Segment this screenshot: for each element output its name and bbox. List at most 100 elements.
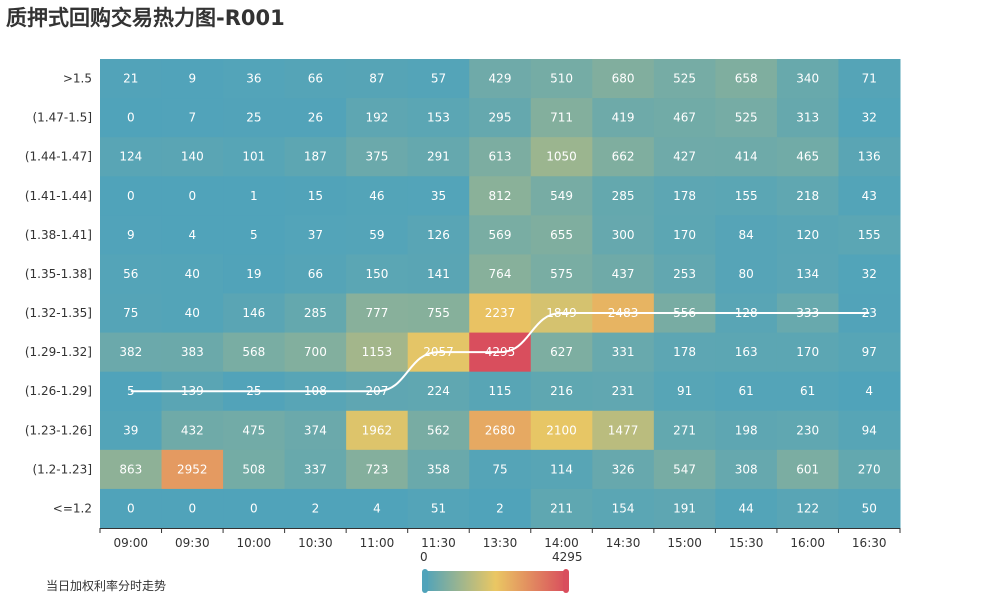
heatmap-cell[interactable] bbox=[284, 449, 347, 490]
heatmap-cell[interactable] bbox=[530, 332, 593, 373]
heatmap-cell[interactable] bbox=[592, 215, 655, 255]
heatmap-cell[interactable] bbox=[100, 449, 163, 490]
heatmap-cell[interactable] bbox=[838, 176, 901, 216]
heatmap-cell[interactable] bbox=[284, 215, 347, 255]
heatmap-cell[interactable] bbox=[161, 293, 224, 334]
heatmap-cell[interactable] bbox=[653, 488, 716, 529]
heatmap-cell[interactable] bbox=[776, 371, 839, 412]
heatmap-cell[interactable] bbox=[161, 215, 224, 255]
heatmap-cell[interactable] bbox=[407, 98, 470, 138]
heatmap-cell[interactable] bbox=[653, 371, 716, 412]
heatmap-cell[interactable] bbox=[715, 215, 778, 255]
heatmap-cell[interactable] bbox=[530, 98, 593, 138]
heatmap-cell[interactable] bbox=[715, 137, 778, 177]
heatmap-cell[interactable] bbox=[530, 215, 593, 255]
heatmap-cell[interactable] bbox=[346, 488, 409, 529]
heatmap-cell[interactable] bbox=[469, 254, 532, 294]
heatmap-cell[interactable] bbox=[715, 59, 778, 99]
heatmap-cell[interactable] bbox=[100, 137, 163, 177]
heatmap-cell[interactable] bbox=[469, 371, 532, 412]
heatmap-cell[interactable] bbox=[407, 59, 470, 99]
heatmap-cell[interactable] bbox=[653, 332, 716, 373]
heatmap-cell[interactable] bbox=[100, 215, 163, 255]
visual-map-gradient-bar[interactable] bbox=[425, 571, 566, 591]
heatmap-cell[interactable] bbox=[346, 254, 409, 294]
heatmap-cell[interactable] bbox=[284, 98, 347, 138]
heatmap-cell[interactable] bbox=[653, 176, 716, 216]
heatmap-cell[interactable] bbox=[223, 488, 286, 529]
heatmap-cell[interactable] bbox=[346, 59, 409, 99]
heatmap-cell[interactable] bbox=[161, 332, 224, 373]
heatmap-cell[interactable] bbox=[407, 488, 470, 529]
heatmap-cell[interactable] bbox=[592, 371, 655, 412]
heatmap-cell[interactable] bbox=[223, 59, 286, 99]
heatmap-cell[interactable] bbox=[838, 254, 901, 294]
heatmap-cell[interactable] bbox=[223, 98, 286, 138]
heatmap-cell[interactable] bbox=[653, 137, 716, 177]
heatmap-cell[interactable] bbox=[346, 98, 409, 138]
heatmap-cell[interactable] bbox=[223, 176, 286, 216]
heatmap-cell[interactable] bbox=[469, 410, 532, 451]
heatmap-cell[interactable] bbox=[100, 293, 163, 334]
heatmap-cell[interactable] bbox=[653, 449, 716, 490]
heatmap-cell[interactable] bbox=[776, 254, 839, 294]
heatmap-cell[interactable] bbox=[530, 449, 593, 490]
heatmap-cell[interactable] bbox=[838, 59, 901, 99]
heatmap-cell[interactable] bbox=[715, 410, 778, 451]
heatmap-cell[interactable] bbox=[592, 176, 655, 216]
heatmap-cell[interactable] bbox=[592, 488, 655, 529]
heatmap-cell[interactable] bbox=[346, 293, 409, 334]
heatmap-cell[interactable] bbox=[407, 176, 470, 216]
heatmap-cell[interactable] bbox=[715, 449, 778, 490]
heatmap-cell[interactable] bbox=[592, 332, 655, 373]
heatmap-cell[interactable] bbox=[653, 59, 716, 99]
heatmap-cell[interactable] bbox=[407, 215, 470, 255]
heatmap-cell[interactable] bbox=[715, 98, 778, 138]
heatmap-cell[interactable] bbox=[469, 137, 532, 177]
visual-map-max-handle[interactable] bbox=[563, 569, 569, 593]
heatmap-cell[interactable] bbox=[838, 215, 901, 255]
heatmap-cell[interactable] bbox=[776, 332, 839, 373]
heatmap-cell[interactable] bbox=[592, 59, 655, 99]
heatmap-cell[interactable] bbox=[407, 293, 470, 334]
heatmap-cell[interactable] bbox=[776, 176, 839, 216]
heatmap-cell[interactable] bbox=[838, 410, 901, 451]
heatmap-cell[interactable] bbox=[161, 410, 224, 451]
heatmap-cell[interactable] bbox=[469, 449, 532, 490]
heatmap-cell[interactable] bbox=[592, 254, 655, 294]
heatmap-cell[interactable] bbox=[161, 98, 224, 138]
heatmap-cell[interactable] bbox=[223, 137, 286, 177]
heatmap-cell[interactable] bbox=[284, 254, 347, 294]
heatmap-cell[interactable] bbox=[161, 59, 224, 99]
heatmap-cell[interactable] bbox=[530, 59, 593, 99]
heatmap-cell[interactable] bbox=[284, 332, 347, 373]
visual-map-min-handle[interactable] bbox=[422, 569, 428, 593]
heatmap-cell[interactable] bbox=[469, 488, 532, 529]
heatmap-cell[interactable] bbox=[284, 410, 347, 451]
heatmap-cell[interactable] bbox=[530, 137, 593, 177]
heatmap-cell[interactable] bbox=[223, 293, 286, 334]
legend-series-label[interactable]: 当日加权利率分时走势 bbox=[46, 579, 167, 593]
heatmap-cell[interactable] bbox=[100, 254, 163, 294]
heatmap-cell[interactable] bbox=[284, 176, 347, 216]
heatmap-cell[interactable] bbox=[838, 98, 901, 138]
heatmap-cell[interactable] bbox=[100, 332, 163, 373]
heatmap-cell[interactable] bbox=[838, 371, 901, 412]
heatmap-cell[interactable] bbox=[100, 176, 163, 216]
heatmap-cell[interactable] bbox=[653, 98, 716, 138]
heatmap-cell[interactable] bbox=[776, 59, 839, 99]
heatmap-cell[interactable] bbox=[161, 488, 224, 529]
heatmap-cell[interactable] bbox=[161, 176, 224, 216]
heatmap-cell[interactable] bbox=[776, 449, 839, 490]
heatmap-cell[interactable] bbox=[776, 488, 839, 529]
heatmap-cell[interactable] bbox=[284, 59, 347, 99]
heatmap-cell[interactable] bbox=[530, 254, 593, 294]
heatmap-cell[interactable] bbox=[407, 137, 470, 177]
heatmap-cell[interactable] bbox=[469, 98, 532, 138]
heatmap-cell[interactable] bbox=[346, 332, 409, 373]
heatmap-cell[interactable] bbox=[715, 254, 778, 294]
heatmap-cell[interactable] bbox=[469, 215, 532, 255]
heatmap-cell[interactable] bbox=[223, 449, 286, 490]
heatmap-cell[interactable] bbox=[346, 449, 409, 490]
heatmap-cell[interactable] bbox=[161, 254, 224, 294]
